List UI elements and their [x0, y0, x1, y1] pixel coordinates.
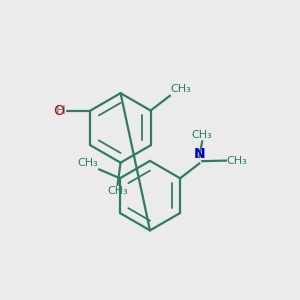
Text: CH₃: CH₃: [171, 84, 191, 94]
Text: CH₃: CH₃: [192, 130, 212, 140]
Text: CH₃: CH₃: [226, 156, 248, 166]
Text: H: H: [56, 104, 65, 117]
Text: CH₃: CH₃: [78, 158, 98, 168]
Text: O: O: [41, 103, 65, 118]
Text: N: N: [194, 147, 205, 161]
Text: CH₃: CH₃: [107, 186, 128, 196]
